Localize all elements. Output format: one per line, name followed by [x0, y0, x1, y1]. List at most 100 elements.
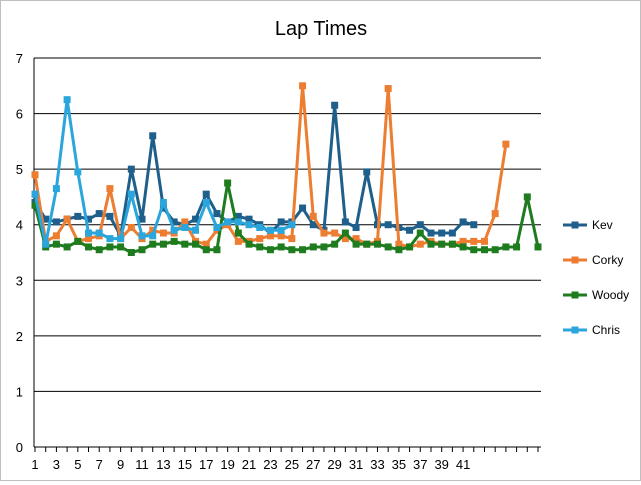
data-point-corky	[480, 237, 488, 245]
data-point-woody	[202, 246, 210, 254]
data-point-corky	[52, 232, 60, 240]
data-point-corky	[256, 235, 264, 243]
data-point-woody	[224, 179, 232, 187]
series-chris	[31, 96, 296, 248]
data-point-kev	[234, 212, 242, 220]
legend-marker	[571, 326, 579, 334]
legend-label: Corky	[592, 253, 623, 267]
data-point-corky	[491, 210, 499, 218]
data-point-chris	[106, 235, 114, 243]
data-point-chris	[149, 232, 157, 240]
data-point-chris	[213, 223, 221, 231]
data-point-chris	[127, 190, 135, 198]
y-tick-label: 5	[16, 162, 23, 177]
data-point-kev	[245, 215, 253, 223]
x-tick-label: 27	[306, 457, 320, 472]
data-point-kev	[159, 204, 167, 212]
data-point-woody	[341, 229, 349, 237]
data-point-corky	[63, 215, 71, 223]
data-point-chris	[234, 218, 242, 226]
data-point-kev	[448, 229, 456, 237]
chart-title: Lap Times	[275, 18, 367, 40]
data-point-corky	[288, 235, 296, 243]
data-point-corky	[309, 212, 317, 220]
data-point-corky	[106, 185, 114, 193]
data-point-woody	[523, 193, 531, 201]
data-point-corky	[31, 171, 39, 179]
data-point-woody	[74, 237, 82, 245]
data-point-corky	[85, 235, 93, 243]
data-point-kev	[299, 204, 307, 212]
data-point-woody	[256, 243, 264, 251]
series-woody	[31, 179, 542, 256]
data-point-chris	[266, 226, 274, 234]
x-tick-label: 19	[220, 457, 234, 472]
data-point-woody	[85, 243, 93, 251]
data-point-kev	[52, 218, 60, 226]
data-point-chris	[192, 226, 200, 234]
data-point-woody	[234, 229, 242, 237]
data-point-corky	[234, 237, 242, 245]
data-point-woody	[149, 240, 157, 248]
data-point-woody	[309, 243, 317, 251]
data-point-woody	[95, 246, 103, 254]
data-point-kev	[277, 218, 285, 226]
legend-entry-chris: Chris	[563, 323, 620, 337]
data-point-woody	[299, 246, 307, 254]
data-point-kev	[459, 218, 467, 226]
data-point-woody	[138, 246, 146, 254]
x-tick-label: 37	[413, 457, 427, 472]
data-point-woody	[384, 243, 392, 251]
data-point-corky	[384, 85, 392, 93]
data-point-kev	[85, 215, 93, 223]
data-point-woody	[288, 246, 296, 254]
data-point-chris	[52, 185, 60, 193]
data-point-woody	[266, 246, 274, 254]
data-point-kev	[470, 221, 478, 229]
data-point-corky	[470, 237, 478, 245]
data-point-woody	[416, 229, 424, 237]
legend-marker	[571, 256, 579, 264]
plot-area	[31, 82, 542, 256]
data-point-kev	[438, 229, 446, 237]
data-point-kev	[192, 215, 200, 223]
data-point-corky	[416, 240, 424, 248]
legend-entry-woody: Woody	[563, 288, 629, 302]
data-point-woody	[52, 240, 60, 248]
data-point-woody	[459, 243, 467, 251]
data-point-woody	[438, 240, 446, 248]
data-point-corky	[331, 229, 339, 237]
data-point-woody	[534, 243, 542, 251]
data-point-corky	[149, 226, 157, 234]
data-point-woody	[127, 249, 135, 256]
axes	[33, 58, 541, 452]
series-line-corky	[33, 84, 508, 249]
y-tick-label: 3	[16, 273, 23, 288]
data-point-chris	[85, 229, 93, 237]
data-point-woody	[373, 240, 381, 248]
data-point-corky	[341, 235, 349, 243]
data-point-corky	[202, 240, 210, 248]
data-point-chris	[74, 168, 82, 176]
x-tick-label: 41	[456, 457, 470, 472]
data-point-woody	[277, 243, 285, 251]
x-tick-label: 35	[392, 457, 406, 472]
data-point-kev	[309, 221, 317, 229]
data-point-woody	[448, 240, 456, 248]
data-point-chris	[288, 221, 296, 229]
data-point-chris	[256, 223, 264, 231]
legend-label: Kev	[592, 218, 613, 232]
data-point-woody	[427, 240, 435, 248]
data-point-kev	[138, 215, 146, 223]
data-point-corky	[320, 229, 328, 237]
data-point-corky	[181, 218, 189, 226]
data-point-kev	[149, 132, 157, 140]
legend-label: Chris	[592, 323, 620, 337]
data-point-kev	[127, 165, 135, 173]
data-point-woody	[502, 243, 510, 251]
x-tick-label: 15	[178, 457, 192, 472]
data-point-chris	[31, 190, 39, 198]
data-point-woody	[170, 237, 178, 245]
